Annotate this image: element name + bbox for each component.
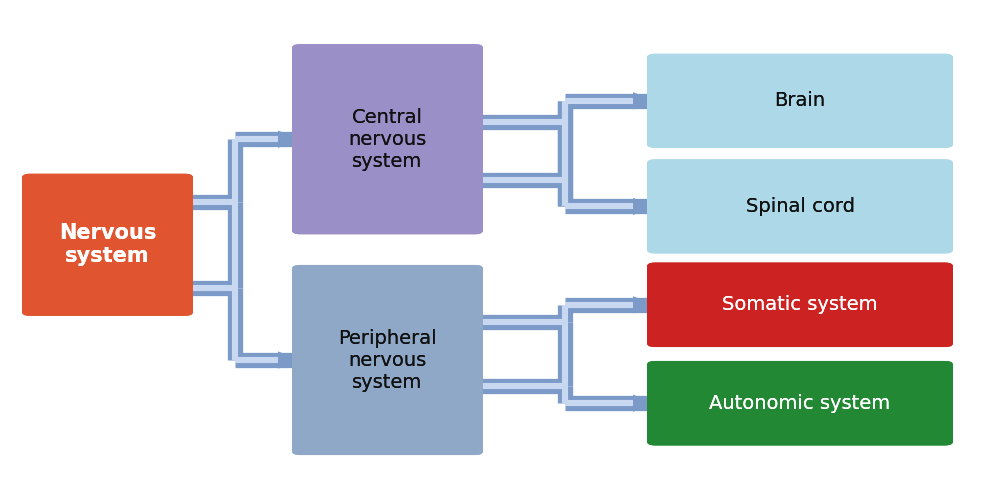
Polygon shape bbox=[648, 202, 655, 211]
FancyBboxPatch shape bbox=[647, 361, 953, 445]
Polygon shape bbox=[648, 399, 655, 408]
Text: Spinal cord: Spinal cord bbox=[746, 197, 854, 216]
Text: Somatic system: Somatic system bbox=[722, 295, 878, 314]
Polygon shape bbox=[293, 356, 300, 364]
Text: Autonomic system: Autonomic system bbox=[709, 394, 891, 413]
Text: Central
nervous
system: Central nervous system bbox=[348, 108, 427, 171]
Polygon shape bbox=[293, 135, 300, 144]
Text: Nervous
system: Nervous system bbox=[59, 223, 156, 266]
Polygon shape bbox=[278, 351, 300, 369]
FancyBboxPatch shape bbox=[647, 159, 953, 253]
FancyBboxPatch shape bbox=[647, 361, 953, 445]
FancyBboxPatch shape bbox=[22, 174, 193, 316]
Text: Spinal cord: Spinal cord bbox=[746, 197, 854, 216]
FancyBboxPatch shape bbox=[647, 263, 953, 347]
Text: Brain: Brain bbox=[774, 91, 826, 110]
Text: Brain: Brain bbox=[774, 91, 826, 110]
Polygon shape bbox=[633, 92, 655, 109]
FancyBboxPatch shape bbox=[647, 54, 953, 148]
FancyBboxPatch shape bbox=[292, 44, 483, 234]
FancyBboxPatch shape bbox=[647, 159, 953, 253]
Text: Peripheral
nervous
system: Peripheral nervous system bbox=[338, 328, 437, 392]
FancyBboxPatch shape bbox=[22, 174, 193, 316]
Text: Central
nervous
system: Central nervous system bbox=[348, 108, 427, 171]
Polygon shape bbox=[633, 395, 655, 412]
Polygon shape bbox=[633, 296, 655, 313]
Text: Peripheral
nervous
system: Peripheral nervous system bbox=[338, 328, 437, 392]
FancyBboxPatch shape bbox=[647, 263, 953, 347]
Polygon shape bbox=[633, 198, 655, 215]
FancyBboxPatch shape bbox=[292, 265, 483, 455]
Polygon shape bbox=[648, 300, 655, 309]
Text: Nervous
system: Nervous system bbox=[59, 223, 156, 266]
Polygon shape bbox=[278, 131, 300, 148]
Polygon shape bbox=[648, 96, 655, 105]
FancyBboxPatch shape bbox=[292, 265, 483, 455]
Text: Somatic system: Somatic system bbox=[722, 295, 878, 314]
Text: Autonomic system: Autonomic system bbox=[709, 394, 891, 413]
FancyBboxPatch shape bbox=[292, 44, 483, 234]
FancyBboxPatch shape bbox=[647, 54, 953, 148]
